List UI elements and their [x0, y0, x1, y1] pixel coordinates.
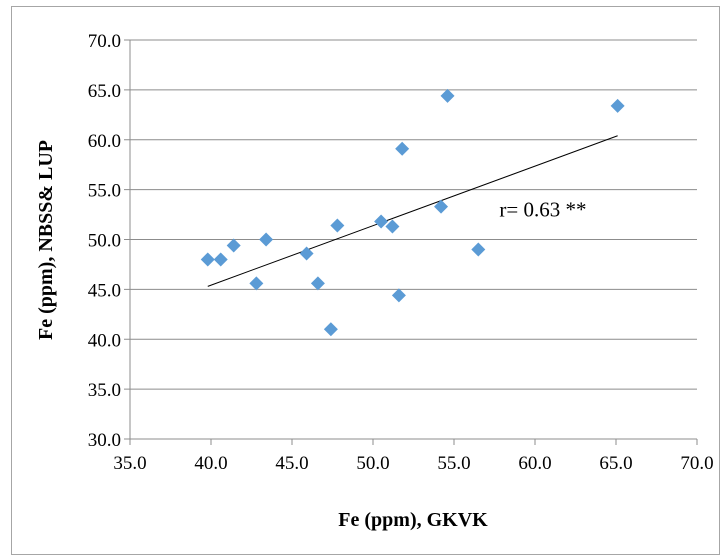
- y-tick-label: 60.0: [88, 131, 121, 152]
- y-tick-label: 65.0: [88, 81, 121, 102]
- y-tick-label: 30.0: [88, 430, 121, 451]
- correlation-annotation: r= 0.63 **: [499, 198, 586, 222]
- data-point: [374, 214, 389, 229]
- axes: [124, 39, 698, 445]
- x-tick-label: 60.0: [518, 453, 551, 474]
- data-point: [213, 252, 228, 267]
- data-point: [299, 246, 314, 261]
- y-tick-labels: 30.0 35.0 40.0 45.0 50.0 55.0 60.0 65.0 70.0: [88, 31, 121, 451]
- y-tick-label: 45.0: [88, 280, 121, 301]
- x-axis-title: Fe (ppm), GKVK: [338, 509, 488, 531]
- x-tick-label: 70.0: [680, 453, 713, 474]
- y-tick-label: 55.0: [88, 181, 121, 202]
- trendline: [207, 135, 618, 287]
- y-tick-label: 70.0: [88, 31, 121, 52]
- x-tick-label: 50.0: [356, 453, 389, 474]
- y-tick-label: 35.0: [88, 380, 121, 401]
- x-tick-label: 65.0: [599, 453, 632, 474]
- data-point: [259, 232, 274, 247]
- data-point: [434, 199, 449, 214]
- y-axis-title: Fe (ppm), NBSS& LUP: [35, 140, 57, 340]
- x-tick-labels: 35.0 40.0 45.0 50.0 55.0 60.0 65.0 70.0: [113, 453, 713, 474]
- chart-frame: [11, 6, 720, 555]
- x-tick-label: 55.0: [437, 453, 470, 474]
- x-tick-label: 45.0: [275, 453, 308, 474]
- data-point: [330, 218, 345, 233]
- y-tick-label: 40.0: [88, 330, 121, 351]
- y-tick-label: 50.0: [88, 231, 121, 252]
- data-point: [391, 288, 406, 303]
- data-point: [610, 98, 625, 113]
- data-point: [440, 88, 455, 103]
- data-point: [323, 322, 338, 337]
- x-tick-label: 35.0: [113, 453, 146, 474]
- data-point: [471, 242, 486, 257]
- data-point: [385, 219, 400, 234]
- data-point: [395, 141, 410, 156]
- gridlines: [130, 39, 697, 390]
- data-point: [226, 238, 241, 253]
- data-points: [200, 88, 625, 337]
- data-point: [310, 276, 325, 291]
- x-tick-label: 40.0: [194, 453, 227, 474]
- data-point: [249, 276, 264, 291]
- data-point: [200, 252, 215, 267]
- trendline-group: [207, 135, 618, 287]
